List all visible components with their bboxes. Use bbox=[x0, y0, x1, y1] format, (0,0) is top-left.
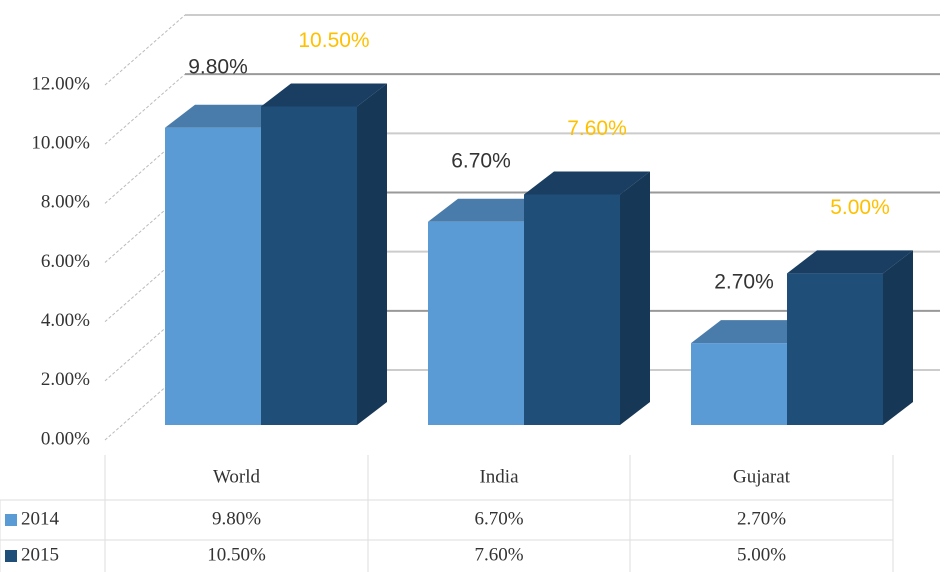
bar bbox=[428, 221, 524, 425]
bar-side bbox=[620, 171, 650, 425]
legend-swatch bbox=[5, 514, 17, 526]
bar bbox=[261, 106, 357, 425]
axis-depth-line bbox=[104, 192, 186, 263]
axis-depth-line bbox=[104, 14, 186, 86]
x-tick-label: India bbox=[479, 466, 519, 487]
bar-side bbox=[357, 83, 387, 425]
bar bbox=[691, 343, 787, 425]
bar-top bbox=[428, 198, 554, 222]
table-cell: 6.70% bbox=[474, 508, 523, 529]
axis-depth-line bbox=[104, 369, 186, 441]
bar-side bbox=[883, 250, 913, 425]
bar-top bbox=[691, 320, 817, 344]
axis-depth-line bbox=[104, 251, 186, 323]
y-tick-label: 12.00% bbox=[31, 73, 90, 94]
table-cell: 7.60% bbox=[474, 544, 523, 565]
legend-label: 2015 bbox=[21, 544, 59, 565]
y-tick-label: 6.00% bbox=[41, 251, 90, 272]
table-cell: 9.80% bbox=[212, 508, 261, 529]
table-cell: 5.00% bbox=[737, 544, 786, 565]
axis-depth-line bbox=[104, 73, 186, 145]
bar bbox=[524, 194, 620, 425]
axis-depth-line bbox=[104, 132, 186, 204]
data-label: 5.00% bbox=[830, 196, 890, 219]
data-label: 10.50% bbox=[298, 29, 369, 52]
table-cell: 10.50% bbox=[207, 544, 266, 565]
legend-swatch bbox=[5, 550, 17, 562]
bar bbox=[787, 273, 883, 425]
data-label: 7.60% bbox=[567, 117, 627, 140]
y-tick-label: 2.00% bbox=[41, 369, 90, 390]
y-tick-label: 4.00% bbox=[41, 310, 90, 331]
y-tick-label: 0.00% bbox=[41, 428, 90, 449]
data-label: 9.80% bbox=[188, 55, 248, 78]
bar bbox=[165, 127, 261, 425]
bar-top bbox=[165, 104, 291, 128]
data-label: 6.70% bbox=[451, 149, 511, 172]
legend-label: 2014 bbox=[21, 508, 60, 529]
data-label: 2.70% bbox=[714, 271, 774, 294]
table-cell: 2.70% bbox=[737, 508, 786, 529]
bar-top bbox=[524, 171, 650, 195]
bar-top bbox=[787, 250, 913, 274]
y-tick-label: 8.00% bbox=[41, 192, 90, 213]
axis-depth-line bbox=[104, 310, 186, 382]
x-tick-label: World bbox=[213, 466, 261, 487]
bar-top bbox=[261, 83, 387, 107]
x-tick-label: Gujarat bbox=[733, 466, 791, 487]
y-tick-label: 10.00% bbox=[31, 133, 90, 154]
